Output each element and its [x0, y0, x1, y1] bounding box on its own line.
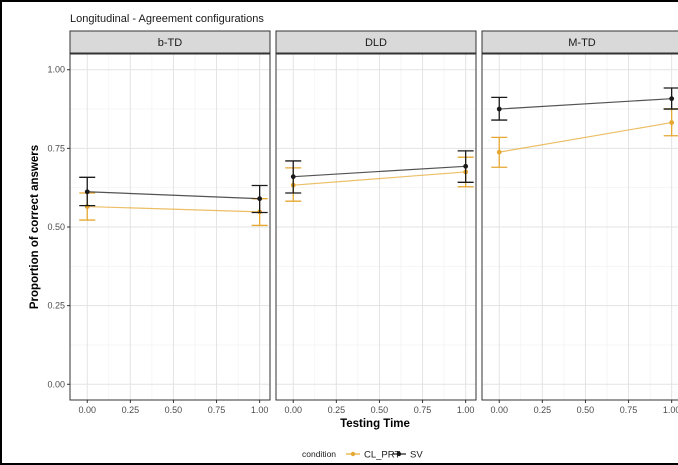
x-tick-label: 0.25 [534, 405, 552, 415]
x-tick-label: 1.00 [457, 405, 475, 415]
y-axis: 0.00 0.25 0.50 0.75 1.00 [47, 65, 70, 389]
facet-strip-label: DLD [365, 37, 387, 49]
facet-strip [69, 30, 271, 54]
data-point [496, 106, 502, 112]
chart-title: Longitudinal - Agreement configurations [70, 13, 264, 25]
x-tick-label: 0.75 [620, 405, 638, 415]
x-tick-label: 0.00 [78, 405, 96, 415]
data-point [496, 149, 502, 155]
facet-panel-dld: DLD 0.00 0.25 0.50 0.75 1.00 [275, 30, 477, 415]
y-tick-label: 1.00 [47, 65, 65, 75]
series-line [293, 171, 466, 186]
facet-panel-b-td: b-TD 0.00 0.25 0.50 0.75 1.00 [69, 30, 271, 415]
facet-strip-label: b-TD [158, 37, 183, 49]
data-point [669, 120, 675, 125]
y-tick-label: 0.75 [47, 143, 65, 153]
legend: condition CL_PRT SV [302, 449, 423, 461]
series-sv [491, 87, 678, 121]
series-line [87, 205, 260, 213]
x-tick-label: 0.00 [490, 405, 508, 415]
series-cl_prt [491, 108, 678, 168]
x-tick-label: 0.00 [284, 405, 302, 415]
data-point [669, 96, 675, 102]
series-line [87, 191, 260, 200]
series-sv [285, 150, 474, 194]
facet-strip [481, 30, 678, 54]
x-tick-label: 0.50 [577, 405, 595, 415]
x-tick-label: 0.50 [165, 405, 183, 415]
panel-border [481, 53, 678, 401]
y-tick-label: 0.50 [47, 222, 65, 232]
panel-grid [70, 54, 270, 400]
legend-key-point [396, 451, 402, 457]
x-tick-label: 1.00 [251, 405, 269, 415]
series-line [293, 165, 466, 178]
x-tick-label: 0.75 [414, 405, 432, 415]
series-line [499, 98, 672, 110]
x-tick-label: 0.25 [328, 405, 346, 415]
data-point [463, 163, 469, 169]
legend-title: condition [302, 449, 336, 459]
panel-border [275, 53, 477, 401]
series-sv [79, 176, 268, 214]
legend-entry-sv: SV [392, 450, 423, 461]
legend-entry-cl_prt: CL_PRT [346, 450, 400, 461]
facet-strip-label: M-TD [568, 37, 596, 49]
x-axis-title: Testing Time [340, 418, 410, 430]
facet-panel-m-td: M-TD 0.00 0.25 0.50 0.75 1.00 [481, 30, 678, 415]
x-axis: 0.00 0.25 0.50 0.75 1.00 [78, 400, 268, 415]
panel-grid [482, 54, 678, 400]
y-tick-label: 0.25 [47, 301, 65, 311]
series-line [499, 121, 672, 153]
x-tick-label: 0.75 [208, 405, 226, 415]
facet-strip [275, 30, 477, 54]
y-tick-label: 0.00 [47, 379, 65, 389]
data-point [257, 196, 263, 202]
x-tick-label: 0.50 [371, 405, 389, 415]
panel-grid [276, 54, 476, 400]
data-point [290, 174, 296, 180]
legend-label: CL_PRT [364, 450, 400, 461]
legend-key-point [350, 451, 356, 457]
x-axis: 0.00 0.25 0.50 0.75 1.00 [284, 400, 474, 415]
data-point [84, 189, 90, 195]
legend-label: SV [410, 450, 423, 461]
y-axis-title: Proportion of correct answers [29, 145, 41, 309]
x-tick-label: 0.25 [122, 405, 140, 415]
x-axis: 0.00 0.25 0.50 0.75 1.00 [490, 400, 678, 415]
x-tick-label: 1.00 [663, 405, 678, 415]
